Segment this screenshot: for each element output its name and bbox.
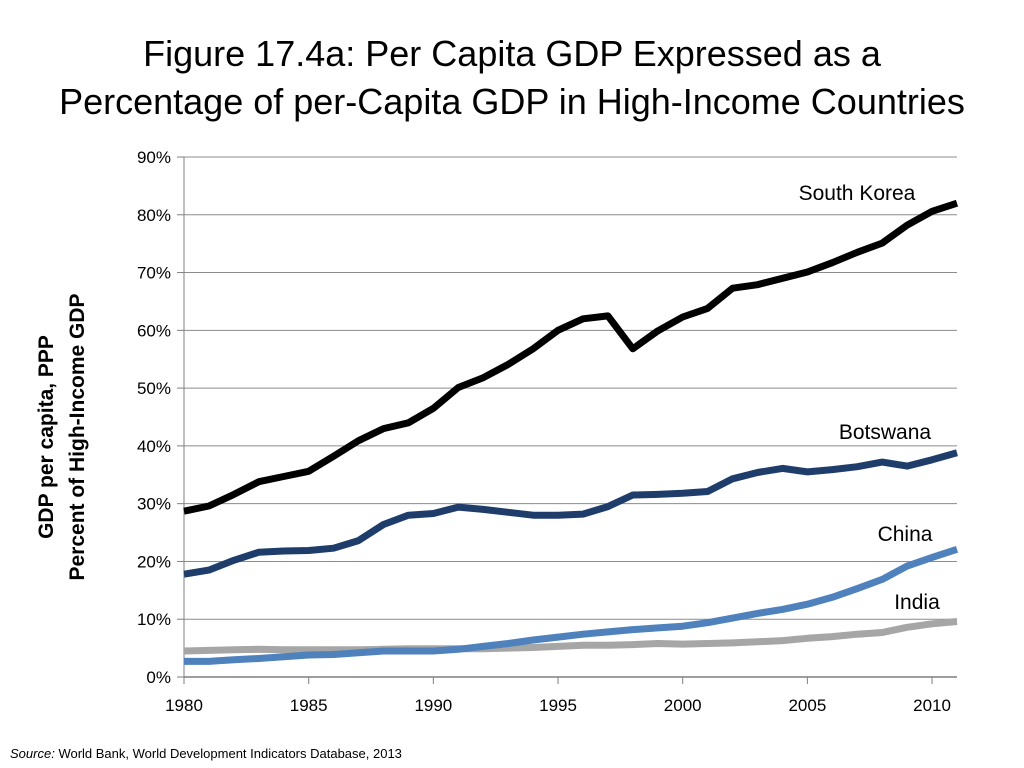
series-labels: India China Botswana South Korea <box>799 182 940 614</box>
source-label: Source: <box>10 746 55 761</box>
series-line-india <box>183 618 958 655</box>
source-text: World Bank, World Development Indicators… <box>58 746 402 761</box>
y-tick-label: 80% <box>137 206 171 225</box>
x-tick-label: 1990 <box>414 696 452 715</box>
y-tick-label: 20% <box>137 552 171 571</box>
x-tick-label: 1980 <box>165 696 203 715</box>
series-label-india: India <box>894 591 940 614</box>
y-tick-label: 50% <box>137 379 171 398</box>
y-tick-label: 90% <box>137 148 171 167</box>
y-tick-label: 10% <box>137 610 171 629</box>
axes: 0% 10% 20% 30% 40% 50% 60% 70% 80% 90% 1980 1985 199… <box>137 148 957 715</box>
y-tick-label: 0% <box>146 668 171 687</box>
gridlines <box>184 156 957 620</box>
y-tick-label: 30% <box>137 495 171 514</box>
source-note: Source: World Bank, World Development In… <box>10 746 402 761</box>
x-tick-label: 1995 <box>539 696 577 715</box>
series-line-botswana <box>183 449 958 578</box>
y-tick-label: 40% <box>137 437 171 456</box>
series-line-south-korea <box>183 199 959 515</box>
y-tick-label: 60% <box>137 321 171 340</box>
x-tick-label: 1985 <box>290 696 328 715</box>
chart-title: Figure 17.4a: Per Capita GDP Expressed a… <box>0 30 1024 126</box>
series-line-china <box>184 545 959 665</box>
series-label-south-korea: South Korea <box>799 182 916 205</box>
x-tick-label: 2000 <box>664 696 702 715</box>
y-tick-label: 70% <box>137 264 171 283</box>
y-axis-label-line-1: GDP per capita, PPP <box>35 335 58 539</box>
y-axis-label-line-2: Percent of High-Income GDP <box>66 293 89 580</box>
x-tick-label: 2005 <box>788 696 826 715</box>
x-tick-label: 2010 <box>913 696 951 715</box>
series-lines <box>183 199 959 665</box>
series-label-china: China <box>878 523 933 546</box>
series-label-botswana: Botswana <box>839 421 932 444</box>
chart-title-line-1: Figure 17.4a: Per Capita GDP Expressed a… <box>143 33 881 74</box>
chart-title-line-2: Percentage of per-Capita GDP in High-Inc… <box>59 81 965 122</box>
